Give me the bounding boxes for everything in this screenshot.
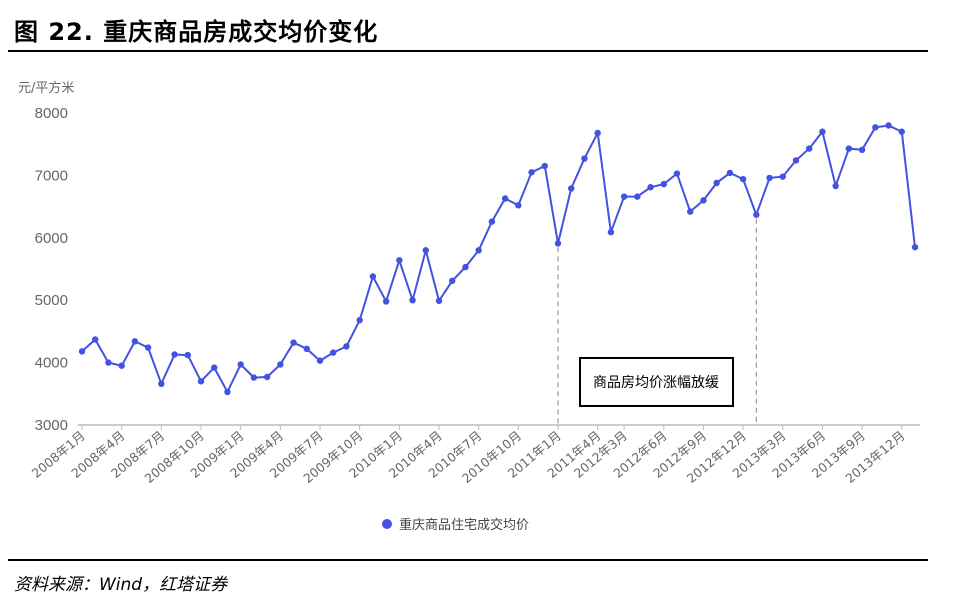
y-axis: 3000 4000 5000 6000 7000 8000	[35, 105, 68, 434]
data-point	[396, 257, 403, 264]
y-tick-label: 5000	[35, 292, 68, 309]
data-point	[568, 185, 575, 192]
data-point	[634, 193, 641, 200]
data-point	[660, 180, 667, 188]
data-point	[158, 380, 165, 388]
data-point	[422, 247, 429, 254]
y-tick-label: 7000	[35, 167, 68, 184]
data-point	[528, 169, 535, 176]
data-point	[713, 179, 720, 187]
data-point	[303, 345, 310, 353]
data-point	[316, 357, 324, 364]
data-point	[277, 361, 284, 368]
annotation-text: 商品房均价涨幅放缓	[593, 375, 719, 391]
data-point	[554, 240, 562, 247]
data-point	[462, 263, 469, 271]
data-point	[435, 297, 443, 305]
data-point	[211, 364, 218, 371]
data-point	[105, 359, 112, 366]
legend-label: 重庆商品住宅成交均价	[399, 517, 529, 533]
data-point	[409, 297, 416, 304]
legend: 重庆商品住宅成交均价	[382, 517, 529, 533]
data-point	[898, 128, 905, 135]
guide-lines	[557, 218, 757, 425]
data-point	[78, 348, 86, 355]
data-point	[343, 343, 350, 350]
data-point	[488, 218, 496, 225]
data-point	[739, 175, 747, 183]
data-point	[541, 162, 548, 170]
data-point	[250, 374, 258, 381]
data-point	[687, 208, 694, 215]
data-point	[647, 184, 654, 191]
data-point	[792, 157, 800, 164]
data-point	[131, 338, 139, 345]
data-point	[806, 145, 813, 152]
chart-title: 图 22. 重庆商品房成交均价变化	[14, 18, 379, 46]
y-axis-label: 元/平方米	[18, 80, 74, 96]
data-point	[369, 273, 377, 280]
data-point	[607, 228, 615, 236]
data-point	[858, 146, 866, 154]
annotation-box: 商品房均价涨幅放缓	[579, 357, 734, 407]
data-point	[144, 344, 152, 351]
y-tick-label: 4000	[35, 355, 68, 372]
data-point	[501, 195, 509, 202]
data-point	[224, 388, 231, 396]
y-tick-label: 6000	[35, 230, 68, 247]
data-point	[726, 169, 734, 177]
data-point	[290, 339, 297, 346]
data-point	[819, 128, 826, 135]
data-point	[779, 173, 786, 180]
data-point	[620, 193, 628, 200]
y-tick-label: 3000	[35, 417, 68, 434]
series-line	[81, 124, 916, 395]
data-point	[92, 336, 99, 343]
x-axis: 2008年1月2008年4月2008年7月2008年10月2009年1月2009…	[29, 425, 908, 486]
data-point	[118, 362, 125, 369]
data-point	[581, 155, 588, 162]
data-point	[475, 247, 482, 254]
line-chart: 元/平方米 3000 4000 5000 6000 7000 8000 2008年1月20…	[18, 80, 920, 533]
legend-marker	[382, 519, 392, 529]
data-point	[263, 373, 271, 381]
series-points	[78, 122, 919, 396]
data-point	[673, 170, 681, 177]
data-point	[184, 351, 191, 359]
data-point	[885, 122, 892, 129]
data-point	[766, 174, 773, 182]
data-point	[356, 316, 363, 324]
data-point	[237, 361, 244, 368]
data-point	[382, 298, 390, 305]
data-point	[845, 145, 853, 152]
data-point	[832, 182, 839, 190]
top-rule	[8, 50, 928, 52]
data-point	[330, 349, 337, 356]
data-point	[872, 124, 879, 131]
source-note: 资料来源：Wind，红塔证券	[14, 575, 228, 595]
data-point	[700, 197, 707, 204]
data-point	[911, 243, 919, 251]
annotation-frame	[579, 357, 734, 407]
bottom-rule	[8, 559, 928, 561]
data-point	[515, 202, 522, 209]
data-point	[171, 351, 178, 358]
data-point	[753, 211, 760, 218]
y-tick-label: 8000	[35, 105, 68, 122]
data-point	[594, 129, 601, 137]
data-point	[449, 277, 456, 285]
data-point	[197, 378, 205, 385]
